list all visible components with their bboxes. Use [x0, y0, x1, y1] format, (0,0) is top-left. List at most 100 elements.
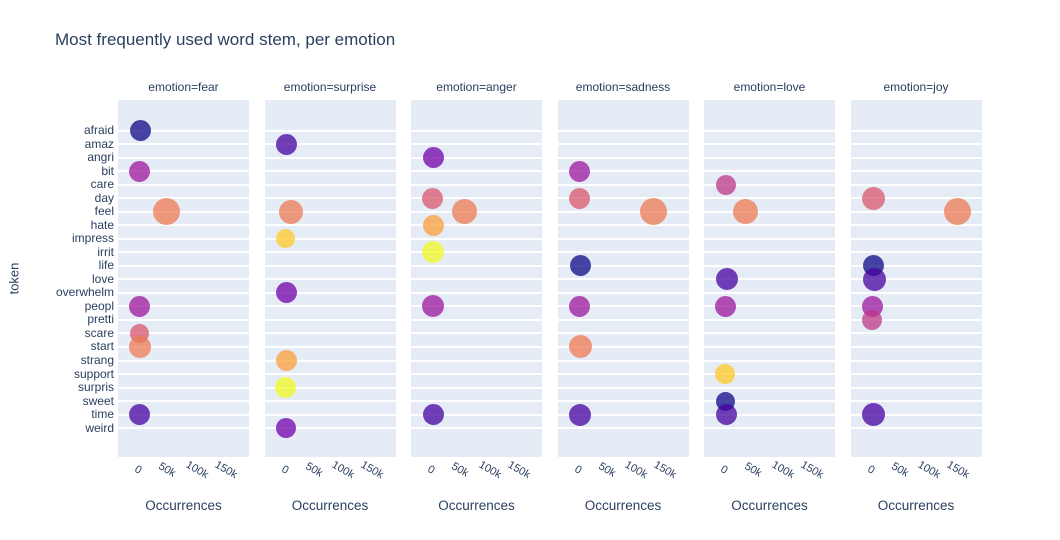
x-tick-label: 50k [156, 460, 178, 480]
gridline [264, 305, 396, 308]
gridline [118, 251, 249, 254]
scatter-point-sadness-start[interactable] [568, 335, 592, 359]
scatter-point-joy-feel[interactable] [944, 198, 972, 226]
gridline [264, 400, 396, 403]
scatter-point-fear-peopl[interactable] [129, 295, 151, 317]
gridline [704, 210, 835, 213]
x-tick-label: 0 [132, 463, 144, 477]
scatter-point-fear-time[interactable] [129, 404, 151, 426]
gridline [850, 345, 982, 348]
x-tick-label: 100k [183, 458, 210, 482]
scatter-point-fear-afraid[interactable] [129, 120, 151, 141]
x-axis-title: Occurrences [731, 498, 808, 513]
scatter-point-anger-irrit[interactable] [422, 241, 445, 264]
gridline [850, 183, 982, 186]
scatter-point-anger-time[interactable] [422, 404, 444, 426]
y-tick-label-angri: angri [87, 150, 114, 165]
x-tick-label: 50k [303, 460, 325, 480]
scatter-point-surprise-amaz[interactable] [276, 133, 298, 155]
gridline [704, 332, 835, 335]
x-tick-label: 150k [359, 458, 386, 482]
gridline [118, 197, 249, 200]
facet-panel-fear [118, 100, 249, 457]
x-tick-label: 150k [652, 458, 679, 482]
facet-panel-love [704, 100, 835, 457]
scatter-point-joy-day[interactable] [861, 186, 885, 210]
scatter-point-surprise-overwhelm[interactable] [275, 282, 297, 304]
x-tick-label: 100k [329, 458, 357, 482]
gridline [557, 156, 689, 159]
gridline [411, 183, 542, 186]
gridline [411, 427, 542, 430]
gridline [557, 278, 689, 281]
gridline [704, 237, 835, 240]
gridline [118, 278, 249, 281]
scatter-point-sadness-bit[interactable] [568, 160, 590, 182]
gridline [850, 129, 982, 132]
gridline [850, 251, 982, 254]
scatter-point-anger-peopl[interactable] [422, 295, 445, 318]
scatter-point-anger-day[interactable] [422, 187, 444, 209]
gridline [850, 197, 982, 200]
scatter-point-anger-hate[interactable] [422, 214, 444, 236]
gridline [264, 170, 396, 173]
scatter-point-fear-feel[interactable] [152, 198, 180, 226]
scatter-point-love-time[interactable] [715, 404, 737, 426]
gridline [704, 251, 835, 254]
scatter-point-love-care[interactable] [715, 174, 736, 195]
scatter-point-joy-time[interactable] [861, 403, 885, 427]
scatter-point-sadness-time[interactable] [569, 403, 592, 426]
y-tick-label-start: start [90, 339, 114, 354]
gridline [850, 413, 982, 416]
gridline [557, 129, 689, 132]
x-tick-label: 0 [864, 463, 877, 477]
scatter-point-surprise-feel[interactable] [278, 199, 303, 224]
scatter-point-sadness-feel[interactable] [640, 198, 668, 226]
gridline [557, 264, 689, 267]
y-tick-label-support: support [73, 366, 114, 381]
y-tick-label-surpris: surpris [77, 380, 114, 395]
x-tick-label: 50k [889, 460, 911, 480]
facet-panel-anger [411, 100, 542, 457]
gridline [704, 373, 835, 376]
gridline [264, 345, 396, 348]
scatter-point-surprise-strang[interactable] [275, 350, 297, 371]
scatter-point-joy-pretti[interactable] [862, 309, 883, 330]
x-tick-label: 150k [212, 458, 240, 482]
facet-title-joy: emotion=joy [883, 80, 949, 94]
scatter-point-fear-start[interactable] [128, 335, 151, 358]
scatter-point-love-love[interactable] [715, 268, 738, 291]
gridline [557, 373, 689, 376]
gridline [850, 332, 982, 335]
scatter-point-surprise-weird[interactable] [275, 418, 296, 439]
gridline [557, 386, 689, 389]
scatter-point-sadness-day[interactable] [569, 187, 591, 209]
gridline [118, 170, 249, 173]
scatter-point-surprise-surpris[interactable] [275, 377, 297, 399]
x-tick-label: 50k [742, 460, 764, 480]
scatter-point-anger-feel[interactable] [452, 199, 478, 225]
gridline [557, 318, 689, 321]
gridline [264, 251, 396, 254]
gridline [850, 359, 982, 362]
x-axis-title: Occurrences [584, 498, 662, 513]
scatter-point-love-peopl[interactable] [715, 295, 737, 317]
gridline [557, 251, 689, 254]
gridline [704, 386, 835, 389]
scatter-point-fear-bit[interactable] [129, 160, 151, 182]
scatter-point-love-feel[interactable] [732, 199, 758, 225]
scatter-point-surprise-impress[interactable] [276, 229, 296, 249]
gridline [264, 143, 396, 146]
scatter-point-joy-love[interactable] [862, 267, 886, 291]
gridline [557, 197, 689, 200]
scatter-point-love-support[interactable] [715, 364, 736, 385]
gridline [704, 291, 835, 294]
gridline [118, 359, 249, 362]
x-tick-label: 50k [596, 460, 618, 480]
gridline [411, 224, 542, 227]
gridline [118, 129, 249, 132]
scatter-point-sadness-life[interactable] [569, 255, 591, 277]
gridline [264, 210, 396, 213]
scatter-point-anger-angri[interactable] [422, 147, 444, 169]
scatter-point-sadness-peopl[interactable] [569, 295, 591, 317]
